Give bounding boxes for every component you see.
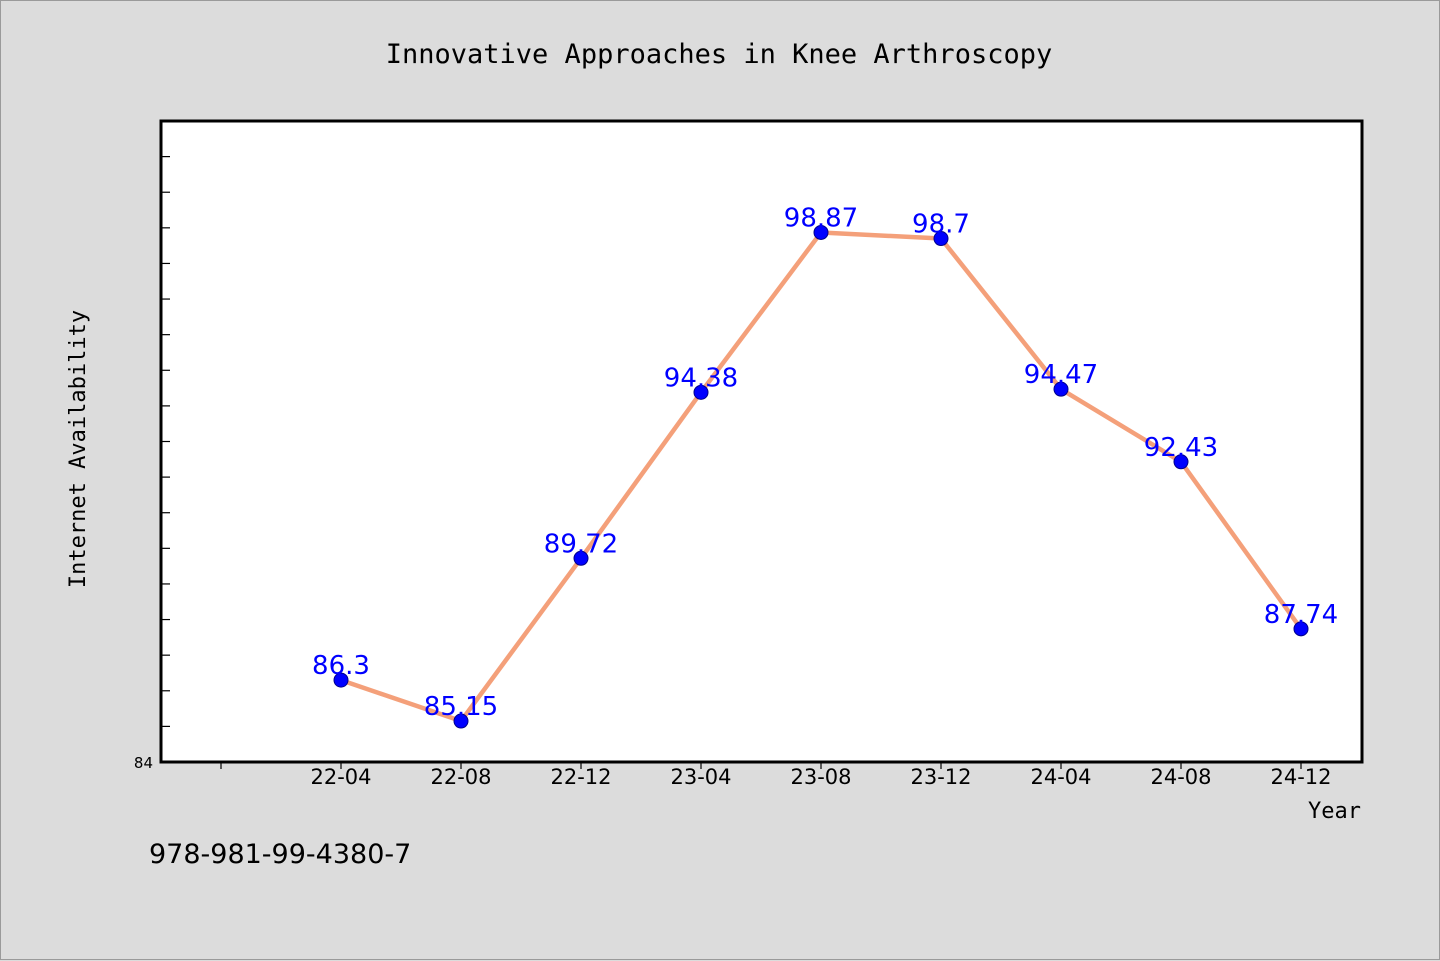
data-point bbox=[333, 672, 349, 688]
x-axis-ticks: 22-04 22-08 22-12 23-04 23-08 23-12 24-04 24-08… bbox=[220, 762, 1332, 789]
data-point bbox=[813, 224, 829, 240]
plot-area bbox=[159, 119, 1364, 764]
x-tick-label: 23-08 bbox=[790, 765, 851, 789]
x-tick-label: 24-04 bbox=[1030, 765, 1091, 789]
x-tick-label: 23-04 bbox=[670, 765, 731, 789]
x-tick-label: 23-12 bbox=[910, 765, 971, 789]
y-tick-label: 84 bbox=[134, 754, 153, 772]
x-tick-label: 22-04 bbox=[310, 765, 371, 789]
x-axis-label: Year bbox=[1308, 799, 1361, 824]
x-tick-label: 22-12 bbox=[550, 765, 611, 789]
y-axis-label: Internet Availability bbox=[66, 310, 91, 588]
data-label: 94.47 bbox=[1024, 360, 1098, 390]
x-tick-label: 22-08 bbox=[430, 765, 491, 789]
data-label: 92.43 bbox=[1144, 433, 1218, 463]
data-point bbox=[1293, 621, 1309, 637]
y-axis-ticks: 84 bbox=[134, 156, 170, 772]
data-label: 86.3 bbox=[312, 651, 370, 681]
data-label: 98.87 bbox=[784, 203, 858, 233]
x-tick-label: 24-12 bbox=[1270, 765, 1331, 789]
data-label: 94.38 bbox=[664, 363, 738, 393]
data-point bbox=[933, 231, 949, 247]
data-point bbox=[1053, 381, 1069, 397]
series-layer: 86.3 85.15 89.72 94.38 98.87 98.7 94.47 92.43 87… bbox=[312, 203, 1338, 729]
data-label: 87.74 bbox=[1264, 600, 1338, 630]
isbn-label: 978-981-99-4380-7 bbox=[149, 839, 411, 870]
data-point bbox=[453, 713, 469, 729]
data-label: 98.7 bbox=[912, 210, 970, 240]
data-point bbox=[693, 384, 709, 400]
chart-title: Innovative Approaches in Knee Arthroscop… bbox=[386, 39, 1052, 70]
data-label: 89.72 bbox=[544, 529, 618, 559]
data-label: 85.15 bbox=[424, 692, 498, 722]
data-point bbox=[1173, 454, 1189, 470]
x-tick-label: 24-08 bbox=[1150, 765, 1211, 789]
data-point bbox=[573, 550, 589, 566]
